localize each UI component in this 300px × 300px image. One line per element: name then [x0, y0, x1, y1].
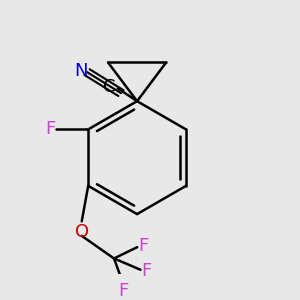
- Text: F: F: [45, 120, 55, 138]
- Text: O: O: [75, 223, 89, 241]
- Text: C: C: [103, 78, 116, 96]
- Text: N: N: [74, 61, 87, 80]
- Text: F: F: [141, 262, 152, 280]
- Text: F: F: [138, 237, 148, 255]
- Text: F: F: [118, 282, 129, 300]
